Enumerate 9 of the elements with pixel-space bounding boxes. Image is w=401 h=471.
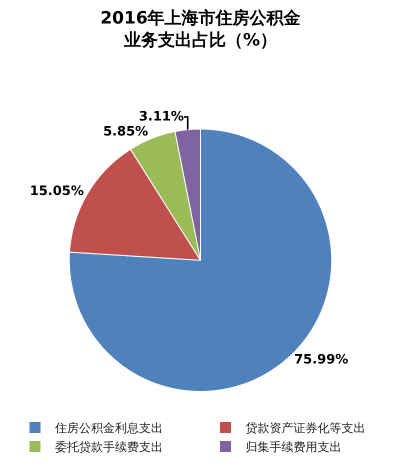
- legend-label: 委托贷款手续费支出: [55, 440, 163, 454]
- data-label: 5.85%: [103, 124, 148, 140]
- legend-label: 贷款资产证券化等支出: [246, 421, 366, 436]
- data-label: 15.05%: [30, 184, 84, 199]
- data-label: 3.11%: [138, 109, 184, 124]
- chart-title: 2016年上海市住房公积金业务支出占比（%）: [100, 8, 301, 51]
- data-label: 75.99%: [294, 352, 348, 368]
- legend-label: 住房公积金利息支出: [54, 421, 163, 436]
- legend-label: 归集手续费用支出: [246, 440, 342, 454]
